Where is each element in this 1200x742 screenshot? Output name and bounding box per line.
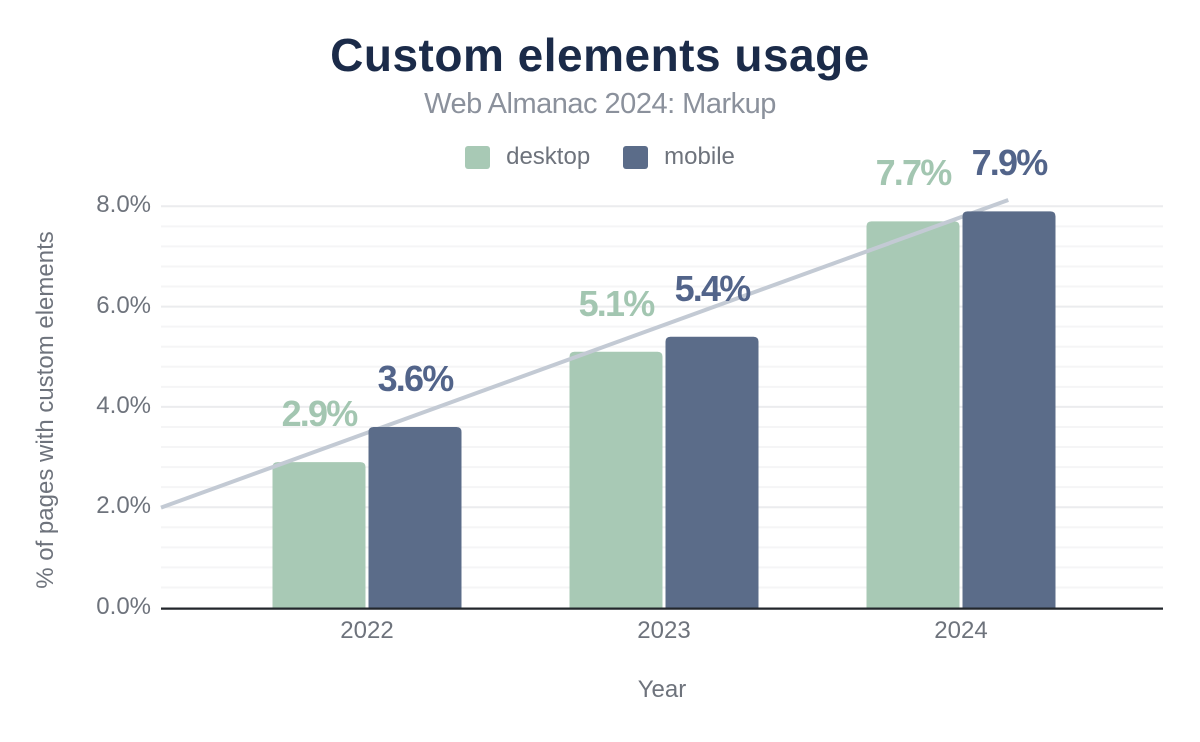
legend-label-mobile: mobile <box>664 143 735 170</box>
bar-mobile-2022 <box>368 426 462 608</box>
bar-desktop-2024 <box>866 221 960 608</box>
bar-desktop-2022 <box>272 462 366 608</box>
value-label-desktop-2022: 2.9% <box>281 393 359 435</box>
value-label-desktop-2023: 5.1% <box>578 282 656 324</box>
bar-mobile-2023 <box>665 336 759 608</box>
y-tick-label-2.0%: 2.0% <box>96 492 151 520</box>
bar-mobile-2024 <box>962 211 1056 608</box>
value-label-mobile-2022: 3.6% <box>377 357 455 399</box>
y-tick-label-0.0%: 0.0% <box>96 592 151 620</box>
legend-item-mobile: mobile <box>623 144 735 170</box>
x-tick-label-2023: 2023 <box>637 617 691 644</box>
value-label-mobile-2024: 7.9% <box>971 142 1049 184</box>
y-tick-label-6.0%: 6.0% <box>96 291 151 319</box>
y-tick-label-4.0%: 4.0% <box>96 391 151 419</box>
bar-desktop-2023 <box>569 351 663 608</box>
legend-swatch-desktop <box>465 145 491 169</box>
x-tick-label-2022: 2022 <box>340 617 394 644</box>
value-label-desktop-2024: 7.7% <box>875 152 953 194</box>
chart-subtitle: Web Almanac 2024: Markup <box>424 88 776 120</box>
x-tick-label-2024: 2024 <box>934 617 988 644</box>
legend: desktop mobile <box>0 144 1200 170</box>
legend-item-desktop: desktop <box>465 144 590 170</box>
x-axis-title: Year <box>637 676 687 703</box>
value-label-mobile-2023: 5.4% <box>674 267 752 309</box>
trendline <box>160 198 1009 510</box>
legend-label-desktop: desktop <box>506 143 591 170</box>
y-tick-label-8.0%: 8.0% <box>96 191 151 219</box>
legend-swatch-mobile <box>623 145 649 169</box>
chart-title: Custom elements usage <box>330 29 870 81</box>
